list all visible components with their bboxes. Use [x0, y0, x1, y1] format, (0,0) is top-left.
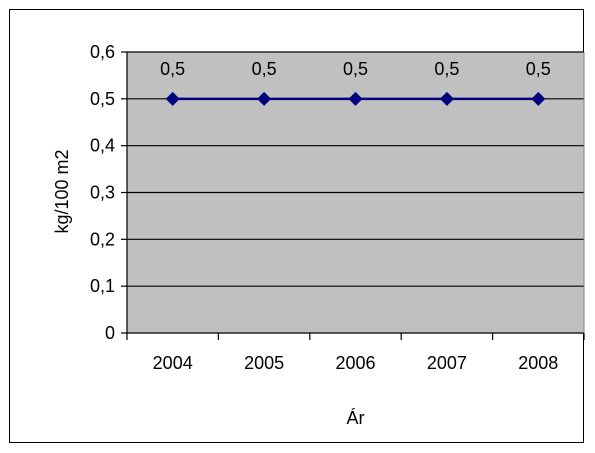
data-point-marker: [165, 91, 180, 106]
x-tick-label: 2008: [518, 353, 558, 373]
y-tick-labels: 0 0,1 0,2 0,3 0,4 0,5 0,6: [90, 42, 115, 343]
data-point-marker: [531, 91, 546, 106]
x-axis-title: Ár: [347, 408, 365, 428]
x-tick-label: 2005: [244, 353, 284, 373]
y-tick-label: 0,5: [90, 89, 115, 109]
y-tick-label: 0,2: [90, 229, 115, 249]
x-tick-labels: 2004 2005 2006 2007 2008: [153, 353, 559, 373]
y-tick-label: 0: [105, 323, 115, 343]
y-tick-label: 0,6: [90, 42, 115, 62]
data-label: 0,5: [434, 59, 459, 79]
axes: [121, 51, 585, 340]
data-point-marker: [348, 91, 363, 106]
data-point-marker: [257, 91, 272, 106]
x-tick-label: 2007: [427, 353, 467, 373]
data-label: 0,5: [160, 59, 185, 79]
y-tick-label: 0,3: [90, 183, 115, 203]
data-label: 0,5: [343, 59, 368, 79]
data-label: 0,5: [252, 59, 277, 79]
series-markers: [165, 91, 546, 106]
y-tick-label: 0,4: [90, 136, 115, 156]
x-tick-label: 2004: [153, 353, 193, 373]
data-point-marker: [439, 91, 454, 106]
data-label: 0,5: [526, 59, 551, 79]
y-axis-title: kg/100 m2: [52, 149, 72, 233]
data-labels: 0,5 0,5 0,5 0,5 0,5: [160, 59, 551, 79]
x-tick-label: 2006: [335, 353, 375, 373]
y-tick-label: 0,1: [90, 276, 115, 296]
